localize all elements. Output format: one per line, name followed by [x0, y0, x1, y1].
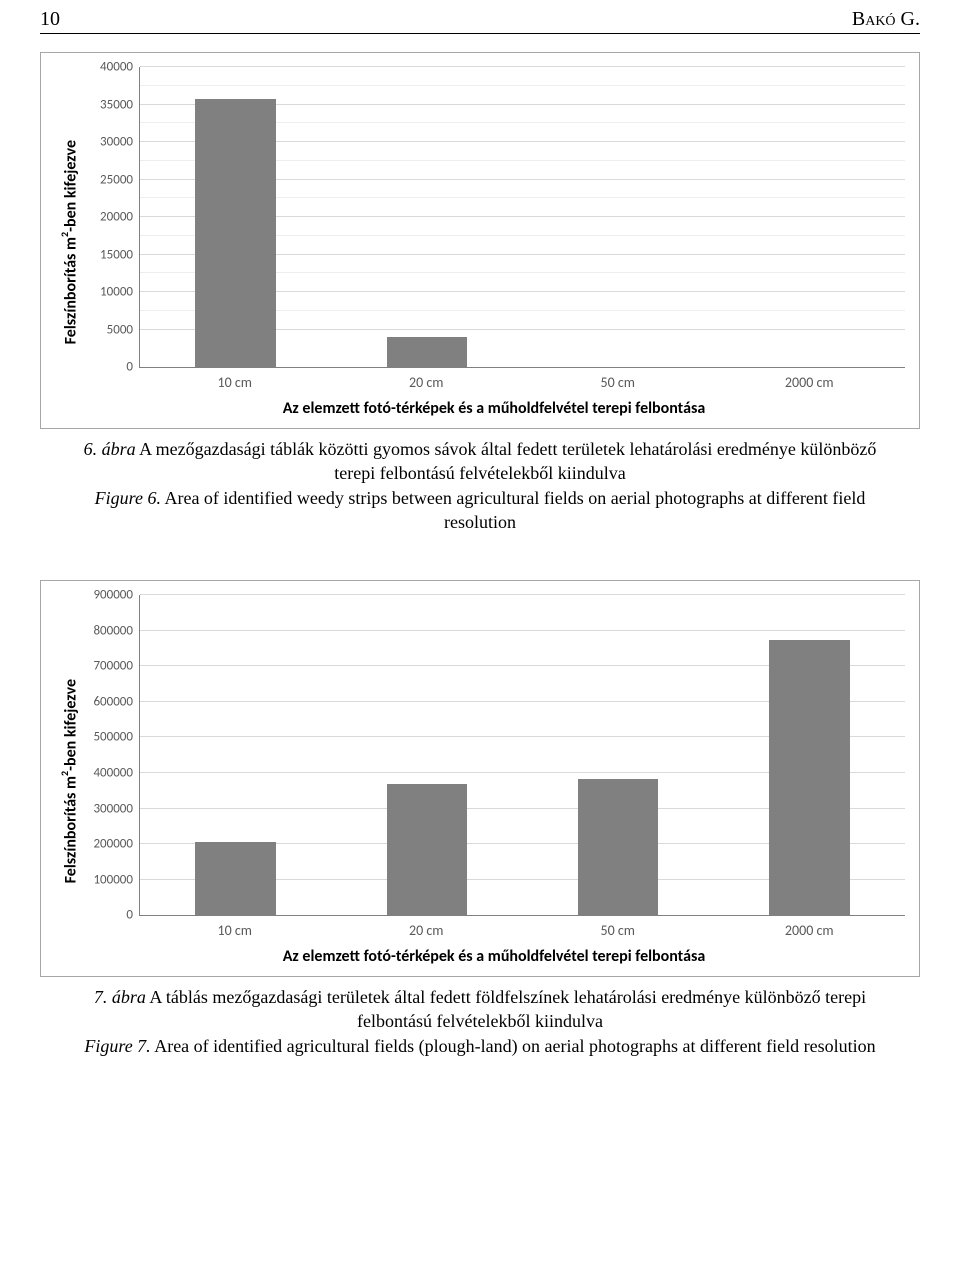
chart-1-ylabel: Felszínborítás m2-ben kifejezve — [58, 140, 80, 344]
bar-slot — [140, 595, 331, 915]
chart-1-xticks: 10 cm20 cm50 cm2000 cm — [139, 368, 905, 391]
ytick-label: 25000 — [100, 172, 133, 187]
chart-2-bars — [140, 595, 905, 915]
chart-2-plot-area — [139, 595, 905, 916]
ytick-label: 0 — [126, 908, 133, 923]
xtick-label: 10 cm — [139, 922, 331, 939]
chart-2-xlabel: Az elemzett fotó-térképek és a műholdfel… — [83, 947, 905, 966]
chart-2-caption-hu-prefix: 7. ábra — [94, 987, 146, 1007]
xtick-label: 50 cm — [522, 374, 714, 391]
chart-1-yticks: 0500010000150002000025000300003500040000 — [83, 67, 139, 367]
chart-1-plot-area — [139, 67, 905, 368]
chart-1-bars — [140, 67, 905, 367]
ytick-label: 400000 — [93, 765, 133, 780]
bar — [387, 337, 467, 367]
xtick-label: 50 cm — [522, 922, 714, 939]
bar-slot — [331, 595, 522, 915]
header-rule — [40, 33, 920, 34]
bar — [195, 842, 275, 916]
bar-slot — [523, 67, 714, 367]
page-number: 10 — [40, 8, 60, 31]
ytick-label: 40000 — [100, 60, 133, 75]
chart-2-caption-en-prefix: Figure 7. — [84, 1036, 150, 1056]
chart-2-xticks: 10 cm20 cm50 cm2000 cm — [139, 916, 905, 939]
ytick-label: 800000 — [93, 623, 133, 638]
bar — [578, 779, 658, 915]
ytick-label: 5000 — [107, 322, 133, 337]
chart-1-box: Felszínborítás m2-ben kifejezve 0 5000 100… — [40, 52, 920, 429]
chart-1-caption-en-rest: Area of identified weedy strips between … — [161, 488, 865, 532]
xtick-label: 2000 cm — [714, 374, 906, 391]
bar — [769, 640, 849, 916]
ytick-label: 900000 — [93, 588, 133, 603]
bar-slot — [140, 67, 331, 367]
ytick-label: 300000 — [93, 801, 133, 816]
ytick-label: 0 — [126, 360, 133, 375]
xtick-label: 20 cm — [331, 374, 523, 391]
ytick-label: 30000 — [100, 135, 133, 150]
chart-1-caption-hu-prefix: 6. ábra — [84, 439, 136, 459]
chart-2-caption-hu-rest: A táblás mezőgazdasági területek által f… — [146, 987, 866, 1031]
bar — [195, 99, 275, 367]
bar-slot — [331, 67, 522, 367]
bar — [387, 784, 467, 916]
bar-slot — [714, 595, 905, 915]
chart-1-caption-hu-rest: A mezőgazdasági táblák közötti gyomos sá… — [136, 439, 877, 483]
page-header: 10 Bakó G. — [40, 0, 920, 33]
ytick-label: 500000 — [93, 730, 133, 745]
bar-slot — [714, 67, 905, 367]
ytick-label: 15000 — [100, 247, 133, 262]
ytick-label: 600000 — [93, 694, 133, 709]
xtick-label: 2000 cm — [714, 922, 906, 939]
chart-2-ylabel: Felszínborítás m2-ben kifejezve — [58, 679, 80, 883]
xtick-label: 10 cm — [139, 374, 331, 391]
page: 10 Bakó G. Felszínborítás m2-ben kifejez… — [0, 0, 960, 1110]
xtick-label: 20 cm — [331, 922, 523, 939]
bar-slot — [523, 595, 714, 915]
chart-1-xlabel: Az elemzett fotó-térképek és a műholdfel… — [83, 399, 905, 418]
chart-1-caption-en-prefix: Figure 6. — [95, 488, 161, 508]
chart-1-caption: 6. ábra A mezőgazdasági táblák közötti g… — [70, 437, 890, 534]
ytick-label: 200000 — [93, 837, 133, 852]
ytick-label: 700000 — [93, 659, 133, 674]
chart-2-yticks: 0100000200000300000400000500000600000700… — [83, 595, 139, 915]
ytick-label: 10000 — [100, 285, 133, 300]
chart-2-caption: 7. ábra A táblás mezőgazdasági területek… — [70, 985, 890, 1058]
page-author: Bakó G. — [852, 8, 920, 31]
chart-2-box: Felszínborítás m2-ben kifejezve 0 100000 2… — [40, 580, 920, 977]
ytick-label: 35000 — [100, 97, 133, 112]
ytick-label: 100000 — [93, 872, 133, 887]
chart-2-caption-en-rest: Area of identified agricultural fields (… — [151, 1036, 876, 1056]
ytick-label: 20000 — [100, 210, 133, 225]
